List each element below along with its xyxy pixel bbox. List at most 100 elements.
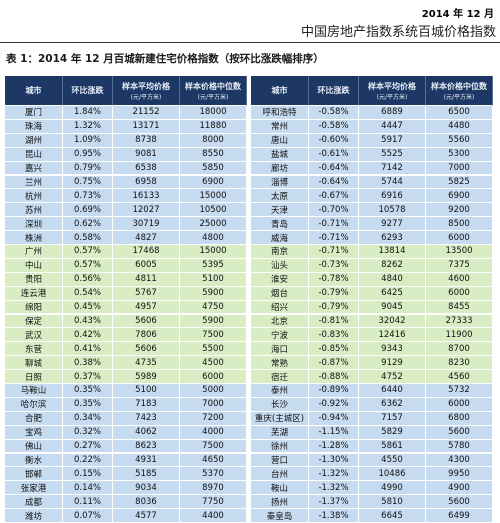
table-cell: 7423 xyxy=(113,411,180,426)
table-cell: 7200 xyxy=(180,411,247,426)
table-cell: 4000 xyxy=(180,425,247,440)
table-cell: -0.64% xyxy=(309,161,359,176)
table-cell: 淄博 xyxy=(251,175,309,190)
table-cell: 海口 xyxy=(251,342,309,357)
column-header: 城市 xyxy=(5,76,63,106)
table-cell: -0.81% xyxy=(309,314,359,329)
column-header: 环比涨跌 xyxy=(309,76,359,106)
table-cell: 盐城 xyxy=(251,147,309,162)
column-header: 样本平均价格 (元/平方米) xyxy=(359,76,426,106)
table-cell: 8550 xyxy=(180,147,247,162)
table-cell: 6000 xyxy=(180,370,247,384)
table-cell: 聊城 xyxy=(5,356,63,371)
table-cell: -0.94% xyxy=(309,411,359,426)
table-cell: 宝鸡 xyxy=(5,425,63,440)
column-header: 环比涨跌 xyxy=(63,76,113,106)
table-cell: 5917 xyxy=(359,133,426,148)
table-cell: 5600 xyxy=(426,495,493,510)
table-cell: 7157 xyxy=(359,411,426,426)
table-cell: 0.57% xyxy=(63,245,113,259)
table-cell: 武汉 xyxy=(5,328,63,343)
table-cell: 0.62% xyxy=(63,217,113,232)
table-cell: -0.67% xyxy=(309,189,359,204)
table-cell: 5850 xyxy=(180,161,247,176)
table-cell: 12027 xyxy=(113,203,180,218)
table-cell: 15000 xyxy=(180,189,247,204)
table-cell: -0.79% xyxy=(309,300,359,315)
table-cell: 7183 xyxy=(113,397,180,412)
table-cell: 4735 xyxy=(113,356,180,371)
table-cell: 0.42% xyxy=(63,328,113,343)
table-cell: 7142 xyxy=(359,161,426,176)
table-cell: 0.56% xyxy=(63,272,113,287)
table-cell: 0.07% xyxy=(63,509,113,523)
table-cell: 5825 xyxy=(426,175,493,190)
table-cell: 30719 xyxy=(113,217,180,232)
table-cell: 6916 xyxy=(359,189,426,204)
table-cell: 成都 xyxy=(5,495,63,510)
table-cell: 5100 xyxy=(113,384,180,398)
table-cell: 0.22% xyxy=(63,453,113,468)
table-cell: 5606 xyxy=(113,342,180,357)
table-cell: 8970 xyxy=(180,481,247,496)
table-cell: 威海 xyxy=(251,231,309,245)
table-cell: 5000 xyxy=(180,384,247,398)
table-cell: 9081 xyxy=(113,147,180,162)
table-cell: 0.45% xyxy=(63,300,113,315)
table-cell: 天津 xyxy=(251,203,309,218)
table-cell: 邯郸 xyxy=(5,467,63,482)
table-cell: -0.78% xyxy=(309,272,359,287)
table-cell: 5900 xyxy=(180,314,247,329)
table-cell: 0.35% xyxy=(63,397,113,412)
column-header: 样本价格中位数 (元/平方米) xyxy=(426,76,493,106)
table-cell: 13171 xyxy=(113,119,180,134)
table-cell: 合肥 xyxy=(5,411,63,426)
table-cell: 7500 xyxy=(180,439,247,454)
table-cell: -1.38% xyxy=(309,509,359,523)
table-cell: 6500 xyxy=(426,106,493,120)
table-cell: 徐州 xyxy=(251,439,309,454)
table-cell: -0.85% xyxy=(309,342,359,357)
table-cell: 8455 xyxy=(426,300,493,315)
column-header: 城市 xyxy=(251,76,309,106)
header-text: 环比涨跌 xyxy=(317,86,350,95)
table-cell: 嘉兴 xyxy=(5,161,63,176)
table-cell: 0.75% xyxy=(63,175,113,190)
table-cell: 0.73% xyxy=(63,189,113,204)
table-cell: 营口 xyxy=(251,453,309,468)
table-cell: 1.84% xyxy=(63,106,113,120)
table-cell: 广州 xyxy=(5,245,63,259)
table-cell: 10578 xyxy=(359,203,426,218)
header-text: 样本平均价格 xyxy=(122,81,170,91)
table-cell: 贵阳 xyxy=(5,272,63,287)
table-cell: 17468 xyxy=(113,245,180,259)
table-cell: 兰州 xyxy=(5,175,63,190)
table-cell: 5829 xyxy=(359,425,426,440)
table-cell: 0.34% xyxy=(63,411,113,426)
table-cell: 廊坊 xyxy=(251,161,309,176)
table-cell: 6440 xyxy=(359,384,426,398)
table-cell: 6005 xyxy=(113,258,180,273)
table-cell: 5500 xyxy=(180,342,247,357)
table-cell: -0.89% xyxy=(309,384,359,398)
table-cell: 9200 xyxy=(426,203,493,218)
table-cell: 6645 xyxy=(359,509,426,523)
table-cell: 7000 xyxy=(180,397,247,412)
table-cell: 4800 xyxy=(180,231,247,245)
table-cell: -0.70% xyxy=(309,203,359,218)
table-cell: 8623 xyxy=(113,439,180,454)
table-cell: 12416 xyxy=(359,328,426,343)
table-cell: 18000 xyxy=(180,106,247,120)
table-cell: 台州 xyxy=(251,467,309,482)
header-text: 样本价格中位数 xyxy=(431,81,487,91)
table-cell: 4500 xyxy=(180,356,247,371)
table-cell: -1.32% xyxy=(309,467,359,482)
table-cell: 9277 xyxy=(359,217,426,232)
table-cell: 9343 xyxy=(359,342,426,357)
table-cell: 4990 xyxy=(359,481,426,496)
table-cell: 4827 xyxy=(113,231,180,245)
table-cell: -0.60% xyxy=(309,133,359,148)
table-cell: 4957 xyxy=(113,300,180,315)
column-header: 样本平均价格 (元/平方米) xyxy=(113,76,180,106)
